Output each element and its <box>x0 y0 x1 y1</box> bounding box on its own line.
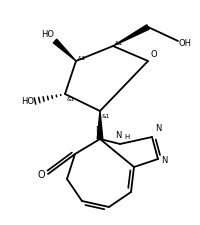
Polygon shape <box>53 40 76 62</box>
Text: HO: HO <box>41 30 54 39</box>
Text: O: O <box>150 50 157 59</box>
Text: N: N <box>114 130 121 139</box>
Text: H: H <box>123 133 129 139</box>
Text: &1: &1 <box>101 113 110 119</box>
Text: &1: &1 <box>78 56 86 61</box>
Text: &1: &1 <box>114 41 123 46</box>
Text: N: N <box>154 124 161 132</box>
Polygon shape <box>112 26 148 47</box>
Text: HO: HO <box>21 97 34 106</box>
Polygon shape <box>97 112 102 139</box>
Text: OH: OH <box>178 38 191 47</box>
Text: N: N <box>94 126 101 134</box>
Text: O: O <box>37 169 45 179</box>
Text: &1: &1 <box>67 97 75 101</box>
Text: N: N <box>160 156 167 165</box>
